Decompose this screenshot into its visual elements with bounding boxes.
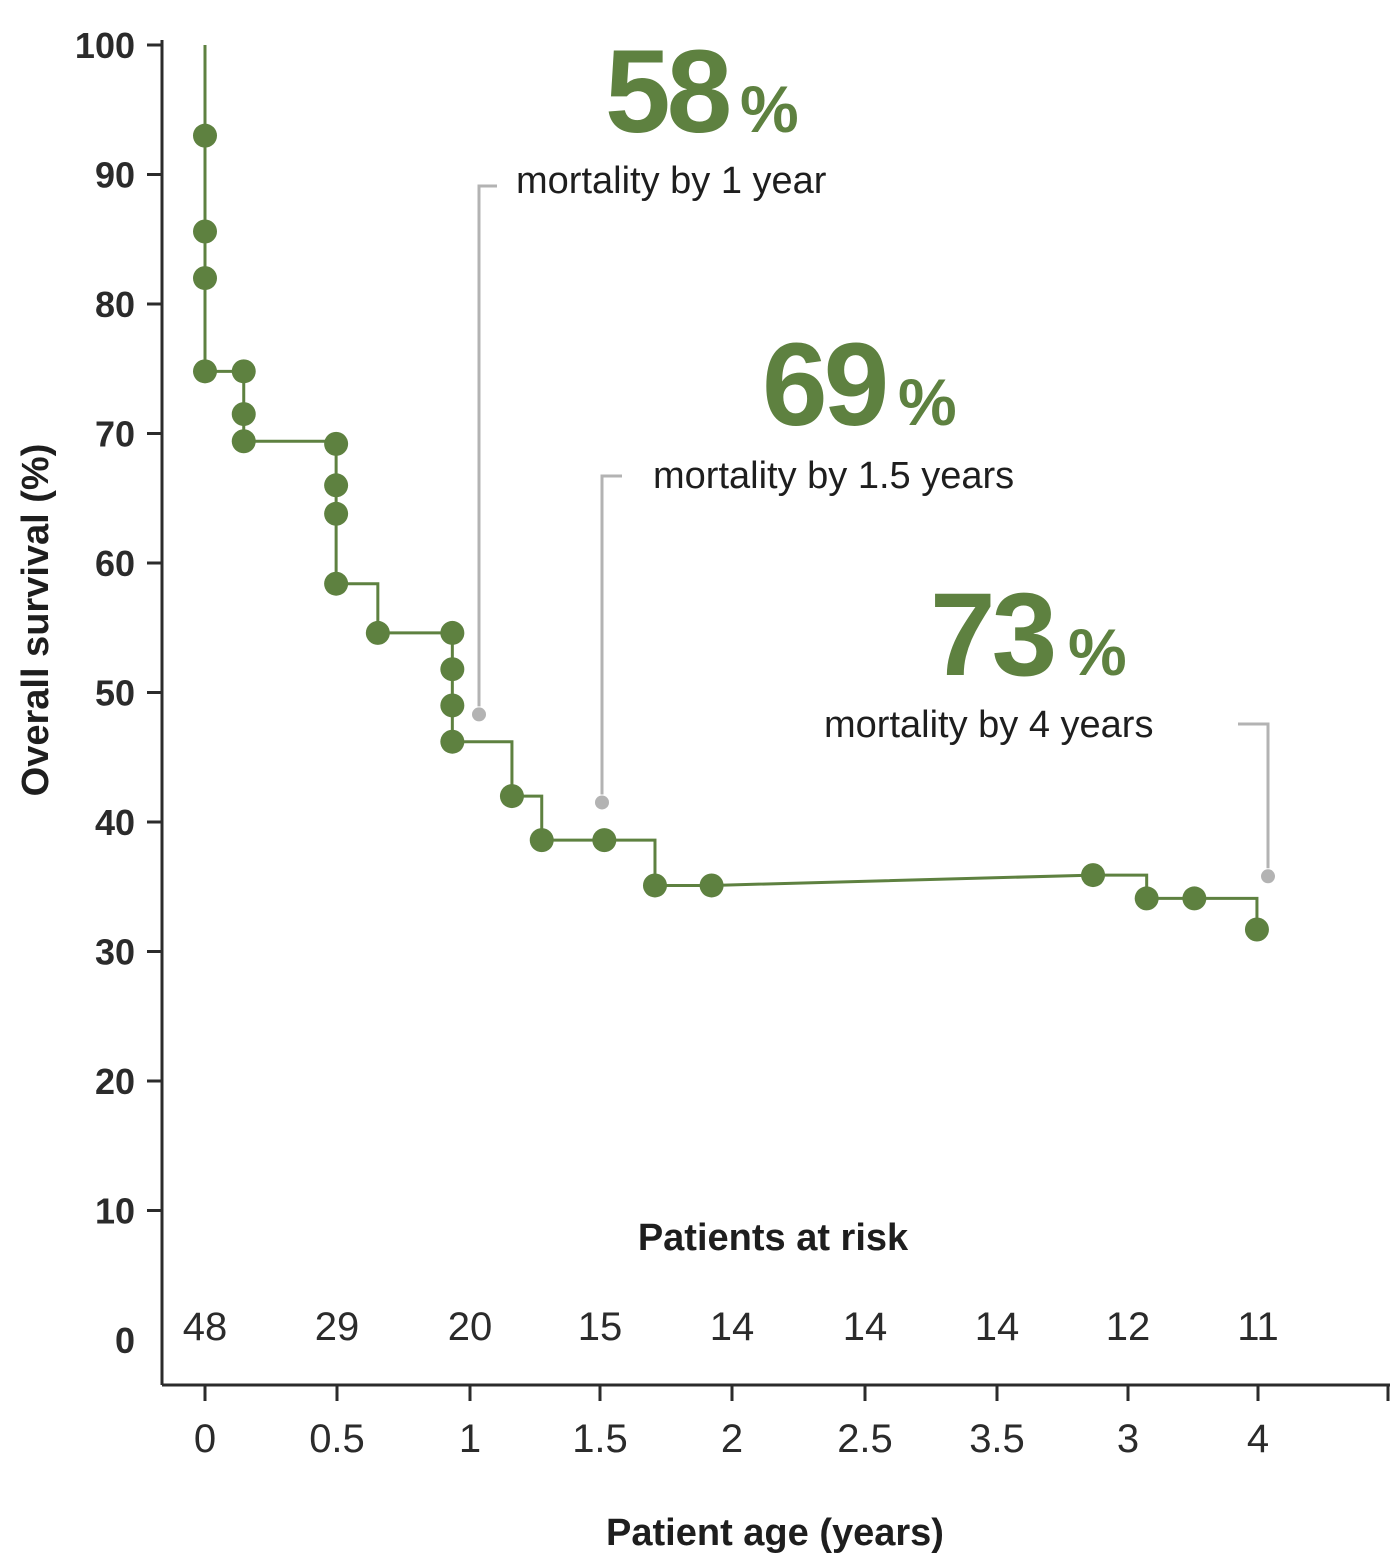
x-tick-label: 0 bbox=[194, 1417, 216, 1461]
mortality-percent-sign: % bbox=[898, 365, 957, 439]
event-marker bbox=[1134, 886, 1159, 911]
mortality-value: 69 bbox=[762, 319, 886, 451]
at-risk-count: 15 bbox=[578, 1305, 623, 1349]
leader-dot bbox=[1261, 869, 1275, 884]
leader-dot bbox=[595, 795, 609, 810]
at-risk-count: 14 bbox=[975, 1305, 1020, 1349]
event-marker bbox=[592, 828, 617, 853]
at-risk-count: 29 bbox=[315, 1305, 360, 1349]
x-tick-label: 0.5 bbox=[309, 1417, 365, 1461]
at-risk-count: 14 bbox=[710, 1305, 755, 1349]
at-risk-count: 48 bbox=[183, 1305, 228, 1349]
y-tick-label: 0 bbox=[115, 1320, 135, 1361]
leader-dot bbox=[472, 707, 486, 722]
event-marker bbox=[365, 620, 390, 645]
leader-line bbox=[1238, 722, 1270, 869]
y-axis-title: Overall survival (%) bbox=[15, 444, 57, 797]
at-risk-count: 14 bbox=[843, 1305, 888, 1349]
risk-table-title: Patients at risk bbox=[638, 1217, 909, 1259]
leader-line bbox=[600, 474, 622, 795]
survival-curve bbox=[193, 45, 1269, 942]
at-risk-count: 12 bbox=[1106, 1305, 1151, 1349]
y-tick-label: 70 bbox=[95, 414, 135, 455]
x-tick-label: 1.5 bbox=[572, 1417, 628, 1461]
mortality-label: mortality by 4 years bbox=[824, 704, 1153, 746]
event-marker bbox=[1081, 863, 1106, 888]
axes: 0 10 20 30 40 50 60 70 80 90 100 0 0.5 1 1.5 2 2.5 3.5 3 4 4… bbox=[75, 25, 1390, 1461]
event-marker bbox=[699, 873, 724, 898]
event-marker bbox=[193, 266, 217, 291]
x-axis-title: Patient age (years) bbox=[606, 1512, 944, 1554]
x-tick-label: 2.5 bbox=[837, 1417, 893, 1461]
event-marker bbox=[324, 431, 349, 456]
x-tick-label: 3 bbox=[1117, 1417, 1139, 1461]
event-marker bbox=[231, 402, 256, 427]
y-tick-label: 30 bbox=[95, 932, 135, 973]
event-marker bbox=[193, 219, 217, 244]
event-marker bbox=[193, 359, 217, 384]
event-marker bbox=[440, 620, 465, 645]
at-risk-count: 11 bbox=[1237, 1305, 1279, 1349]
y-tick-label: 80 bbox=[95, 284, 135, 325]
x-tick-label: 4 bbox=[1247, 1417, 1269, 1461]
event-marker bbox=[324, 501, 349, 526]
mortality-percent-sign: % bbox=[740, 72, 799, 146]
event-marker bbox=[529, 828, 554, 853]
event-marker bbox=[324, 571, 349, 596]
y-tick-label: 40 bbox=[95, 802, 135, 843]
y-tick-label: 50 bbox=[95, 673, 135, 714]
y-tick-label: 90 bbox=[95, 155, 135, 196]
y-tick-label: 20 bbox=[95, 1061, 135, 1102]
annotation-leaders bbox=[472, 184, 1275, 884]
event-marker bbox=[440, 657, 465, 682]
event-marker bbox=[1182, 886, 1207, 911]
event-marker bbox=[1244, 917, 1269, 942]
annotations: 58 % mortality by 1 year 69 % mortality by 1.… bbox=[516, 26, 1153, 746]
x-tick-label: 2 bbox=[721, 1417, 743, 1461]
mortality-label: mortality by 1.5 years bbox=[653, 455, 1014, 497]
event-marker bbox=[642, 873, 667, 898]
mortality-percent-sign: % bbox=[1068, 615, 1127, 689]
y-tick-label: 10 bbox=[95, 1191, 135, 1232]
mortality-value: 73 bbox=[930, 569, 1054, 701]
event-marker bbox=[231, 429, 256, 454]
mortality-label: mortality by 1 year bbox=[516, 160, 827, 202]
event-marker bbox=[193, 123, 217, 148]
mortality-value: 58 bbox=[605, 26, 729, 158]
y-tick-label: 100 bbox=[75, 25, 135, 66]
at-risk-count: 20 bbox=[448, 1305, 493, 1349]
event-marker bbox=[231, 359, 256, 384]
x-tick-label: 3.5 bbox=[969, 1417, 1025, 1461]
event-marker bbox=[499, 784, 524, 809]
y-tick-label: 60 bbox=[95, 543, 135, 584]
event-marker bbox=[440, 693, 465, 718]
event-marker bbox=[440, 729, 465, 754]
event-marker bbox=[324, 473, 349, 498]
x-tick-label: 1 bbox=[459, 1417, 481, 1461]
leader-line bbox=[477, 184, 497, 707]
